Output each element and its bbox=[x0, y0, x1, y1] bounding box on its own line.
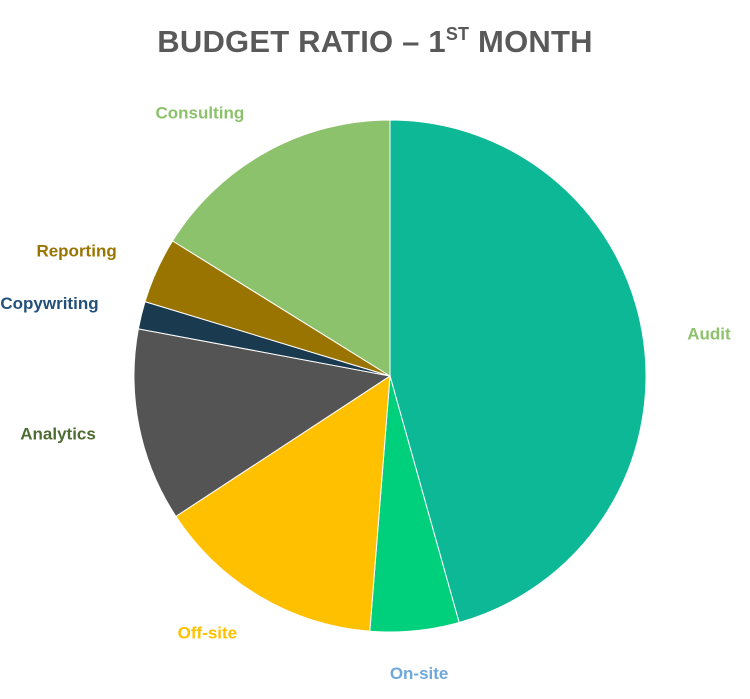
pie-label-copywriting: Copywriting bbox=[0, 294, 98, 313]
pie-slice-analytics bbox=[133, 328, 392, 518]
pie-label-reporting: Reporting bbox=[36, 242, 116, 261]
pie-label-consulting: Consulting bbox=[155, 103, 244, 122]
pie-label-off-site: Off-site bbox=[178, 624, 238, 643]
pie-slice-consulting bbox=[171, 119, 391, 377]
chart-title-superscript: ST bbox=[445, 24, 470, 44]
pie-slice-audit bbox=[389, 119, 647, 624]
pie-label-audit: Audit bbox=[687, 325, 731, 344]
chart-title-tail: MONTH bbox=[469, 24, 593, 59]
chart-title-main: BUDGET RATIO – 1 bbox=[157, 24, 446, 59]
pie-label-analytics: Analytics bbox=[20, 424, 96, 443]
pie-label-on-site: On-site bbox=[390, 664, 449, 683]
pie-slice-off-site bbox=[175, 375, 391, 632]
chart-title: BUDGET RATIO – 1ST MONTH bbox=[0, 24, 750, 60]
